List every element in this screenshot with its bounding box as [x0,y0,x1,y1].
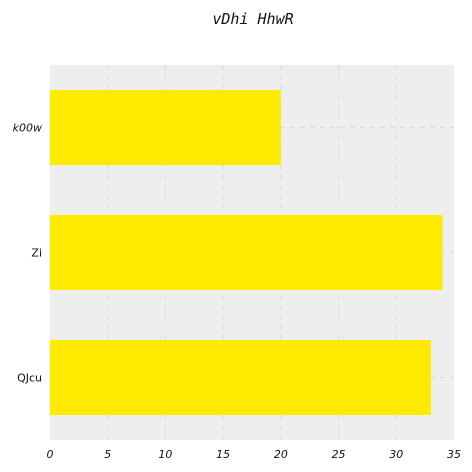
y-tick-label: QJcu [17,372,42,385]
chart-title: vDhi HhwR [212,10,293,28]
x-tick-label: 10 [158,448,172,461]
x-tick-label: 0 [47,448,54,461]
x-tick-label: 5 [104,448,111,461]
bar-k00w [50,90,281,165]
x-tick-label: 25 [332,448,346,461]
x-tick-label: 30 [389,448,403,461]
x-tick-label: 35 [447,448,461,461]
y-tick-label: k00w [13,122,42,135]
bar-Zi [50,215,442,290]
x-axis-labels: 0 5 10 15 20 25 30 35 [47,448,462,461]
y-axis-labels: k00w Zi QJcu [13,122,42,385]
bar-QJcu [50,340,431,415]
x-tick-label: 20 [274,448,288,461]
y-tick-label: Zi [31,247,42,260]
x-tick-label: 15 [216,448,230,461]
